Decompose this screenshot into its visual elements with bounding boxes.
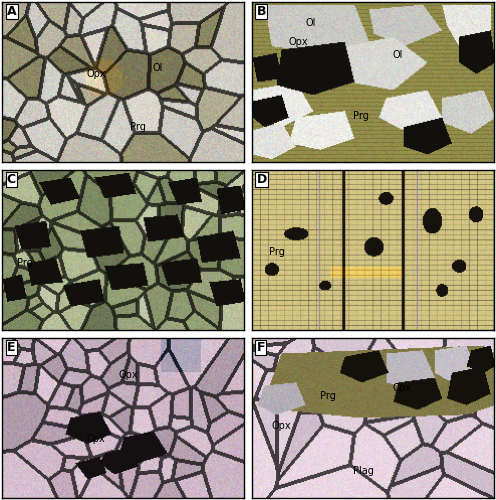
Text: A: A	[7, 5, 16, 18]
Text: Ol: Ol	[305, 18, 315, 28]
Text: Cpx: Cpx	[87, 434, 106, 444]
Text: Prg: Prg	[16, 258, 32, 268]
Text: Opx: Opx	[87, 70, 107, 80]
Text: Prg: Prg	[269, 247, 285, 257]
Text: D: D	[256, 173, 267, 186]
Text: Prg: Prg	[354, 111, 370, 121]
Text: B: B	[256, 5, 266, 18]
Text: Ol: Ol	[392, 50, 403, 60]
Text: Plag: Plag	[354, 466, 374, 476]
Text: Ol: Ol	[152, 63, 163, 73]
Text: C: C	[7, 173, 16, 186]
Text: Opx: Opx	[118, 370, 138, 380]
Text: F: F	[256, 341, 265, 354]
Text: E: E	[7, 341, 15, 354]
Text: Opx: Opx	[271, 421, 291, 431]
Text: Opx: Opx	[288, 38, 308, 48]
Text: Prg: Prg	[130, 122, 146, 132]
Text: Cpx: Cpx	[392, 382, 411, 392]
Text: Prg: Prg	[319, 390, 335, 400]
